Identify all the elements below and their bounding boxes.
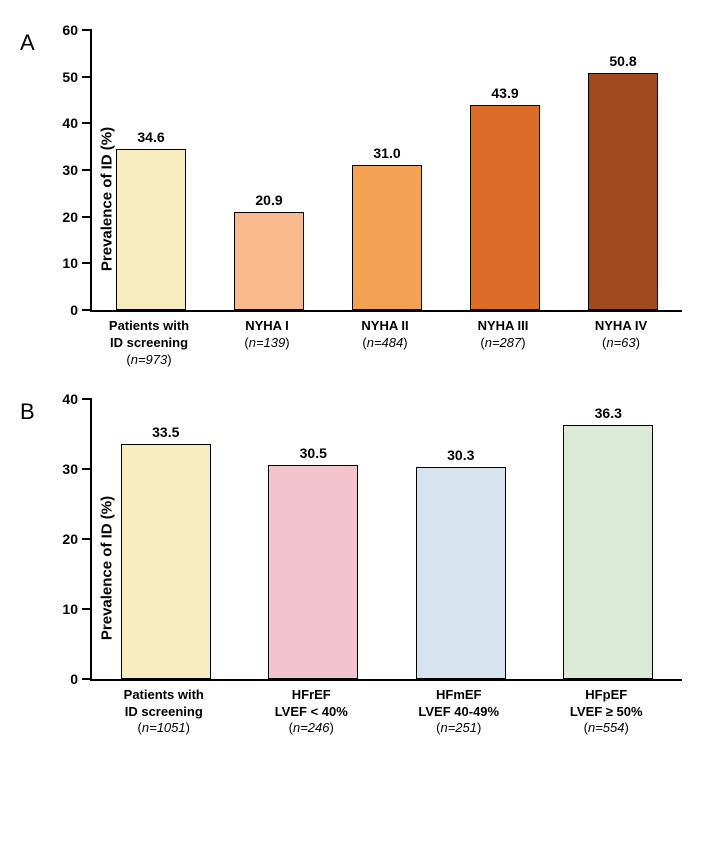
bar-value-label: 33.5 [152, 424, 179, 440]
x-label-line2: LVEF < 40% [238, 704, 386, 721]
x-category-label: NYHA I(n=139) [208, 318, 326, 369]
bar [234, 212, 304, 310]
x-label-line1: HFmEF [385, 687, 533, 704]
bar-wrap: 34.6 [116, 129, 186, 310]
x-category-label: Patients withID screening(n=1051) [90, 687, 238, 738]
x-category-label: HFrEFLVEF < 40%(n=246) [238, 687, 386, 738]
x-label-n: (n=251) [385, 720, 533, 737]
x-label-line2: LVEF 40-49% [385, 704, 533, 721]
x-label-n: (n=1051) [90, 720, 238, 737]
x-category-label: Patients withID screening(n=973) [90, 318, 208, 369]
bar-value-label: 31.0 [373, 145, 400, 161]
bar [416, 467, 506, 679]
y-tick-label: 40 [62, 391, 78, 407]
bar-wrap: 30.3 [416, 447, 506, 679]
y-tick [82, 468, 92, 470]
y-tick-label: 30 [62, 162, 78, 178]
y-tick-label: 50 [62, 69, 78, 85]
y-tick [82, 608, 92, 610]
y-tick [82, 216, 92, 218]
x-label-line2: ID screening [90, 704, 238, 721]
bar-wrap: 50.8 [588, 53, 658, 310]
bar-value-label: 50.8 [609, 53, 636, 69]
y-tick-label: 20 [62, 531, 78, 547]
y-tick-label: 60 [62, 22, 78, 38]
bar-value-label: 20.9 [255, 192, 282, 208]
chart-a: Prevalence of ID (%) 34.620.931.043.950.… [90, 30, 689, 369]
bar-wrap: 33.5 [121, 424, 211, 679]
bar-value-label: 36.3 [595, 405, 622, 421]
y-tick [82, 538, 92, 540]
x-label-line2: ID screening [90, 335, 208, 352]
bars-row-b: 33.5 30.5 30.3 36.3 [92, 399, 682, 679]
bars-row-a: 34.6 20.9 31.0 43.9 50.8 [92, 30, 682, 310]
bar-value-label: 34.6 [137, 129, 164, 145]
y-tick [82, 169, 92, 171]
bar-value-label: 30.5 [300, 445, 327, 461]
x-label-line1: Patients with [90, 318, 208, 335]
x-category-label: HFpEFLVEF ≥ 50%(n=554) [533, 687, 681, 738]
x-category-label: NYHA IV(n=63) [562, 318, 680, 369]
x-label-n: (n=139) [208, 335, 326, 352]
bar [116, 149, 186, 310]
x-label-n: (n=554) [533, 720, 681, 737]
x-label-n: (n=484) [326, 335, 444, 352]
bar-value-label: 43.9 [491, 85, 518, 101]
plot-a: 34.620.931.043.950.8 0102030405060 [90, 30, 682, 312]
x-category-label: HFmEFLVEF 40-49%(n=251) [385, 687, 533, 738]
x-label-n: (n=246) [238, 720, 386, 737]
panel-b: B Prevalence of ID (%) 33.530.530.336.3 … [20, 399, 689, 738]
y-tick-label: 10 [62, 255, 78, 271]
bar [588, 73, 658, 310]
panel-a: A Prevalence of ID (%) 34.620.931.043.95… [20, 30, 689, 369]
x-category-label: NYHA III(n=287) [444, 318, 562, 369]
x-label-line1: HFrEF [238, 687, 386, 704]
x-label-line1: NYHA IV [562, 318, 680, 335]
x-label-n: (n=63) [562, 335, 680, 352]
plot-b: 33.530.530.336.3 010203040 [90, 399, 682, 681]
y-tick-label: 20 [62, 209, 78, 225]
x-labels-a: Patients withID screening(n=973)NYHA I(n… [90, 318, 680, 369]
y-tick [82, 309, 92, 311]
y-tick [82, 262, 92, 264]
y-tick [82, 678, 92, 680]
x-label-n: (n=973) [90, 352, 208, 369]
x-label-line2: LVEF ≥ 50% [533, 704, 681, 721]
panel-a-label: A [20, 30, 35, 56]
x-label-line1: NYHA I [208, 318, 326, 335]
bar-wrap: 20.9 [234, 192, 304, 310]
bar [352, 165, 422, 310]
y-tick-label: 30 [62, 461, 78, 477]
y-tick-label: 40 [62, 115, 78, 131]
x-label-line1: NYHA II [326, 318, 444, 335]
bar-wrap: 31.0 [352, 145, 422, 310]
chart-b: Prevalence of ID (%) 33.530.530.336.3 01… [90, 399, 689, 738]
x-labels-b: Patients withID screening(n=1051)HFrEFLV… [90, 687, 680, 738]
y-tick [82, 29, 92, 31]
x-label-line1: HFpEF [533, 687, 681, 704]
panel-b-label: B [20, 399, 35, 425]
x-label-line1: NYHA III [444, 318, 562, 335]
bar [268, 465, 358, 679]
x-category-label: NYHA II(n=484) [326, 318, 444, 369]
bar-value-label: 30.3 [447, 447, 474, 463]
x-label-line1: Patients with [90, 687, 238, 704]
y-tick [82, 122, 92, 124]
bar [121, 444, 211, 679]
bar [563, 425, 653, 679]
x-label-n: (n=287) [444, 335, 562, 352]
y-tick [82, 76, 92, 78]
y-tick-label: 0 [70, 302, 78, 318]
y-tick [82, 398, 92, 400]
y-tick-label: 0 [70, 671, 78, 687]
bar-wrap: 30.5 [268, 445, 358, 679]
bar-wrap: 43.9 [470, 85, 540, 310]
y-tick-label: 10 [62, 601, 78, 617]
bar [470, 105, 540, 310]
bar-wrap: 36.3 [563, 405, 653, 679]
